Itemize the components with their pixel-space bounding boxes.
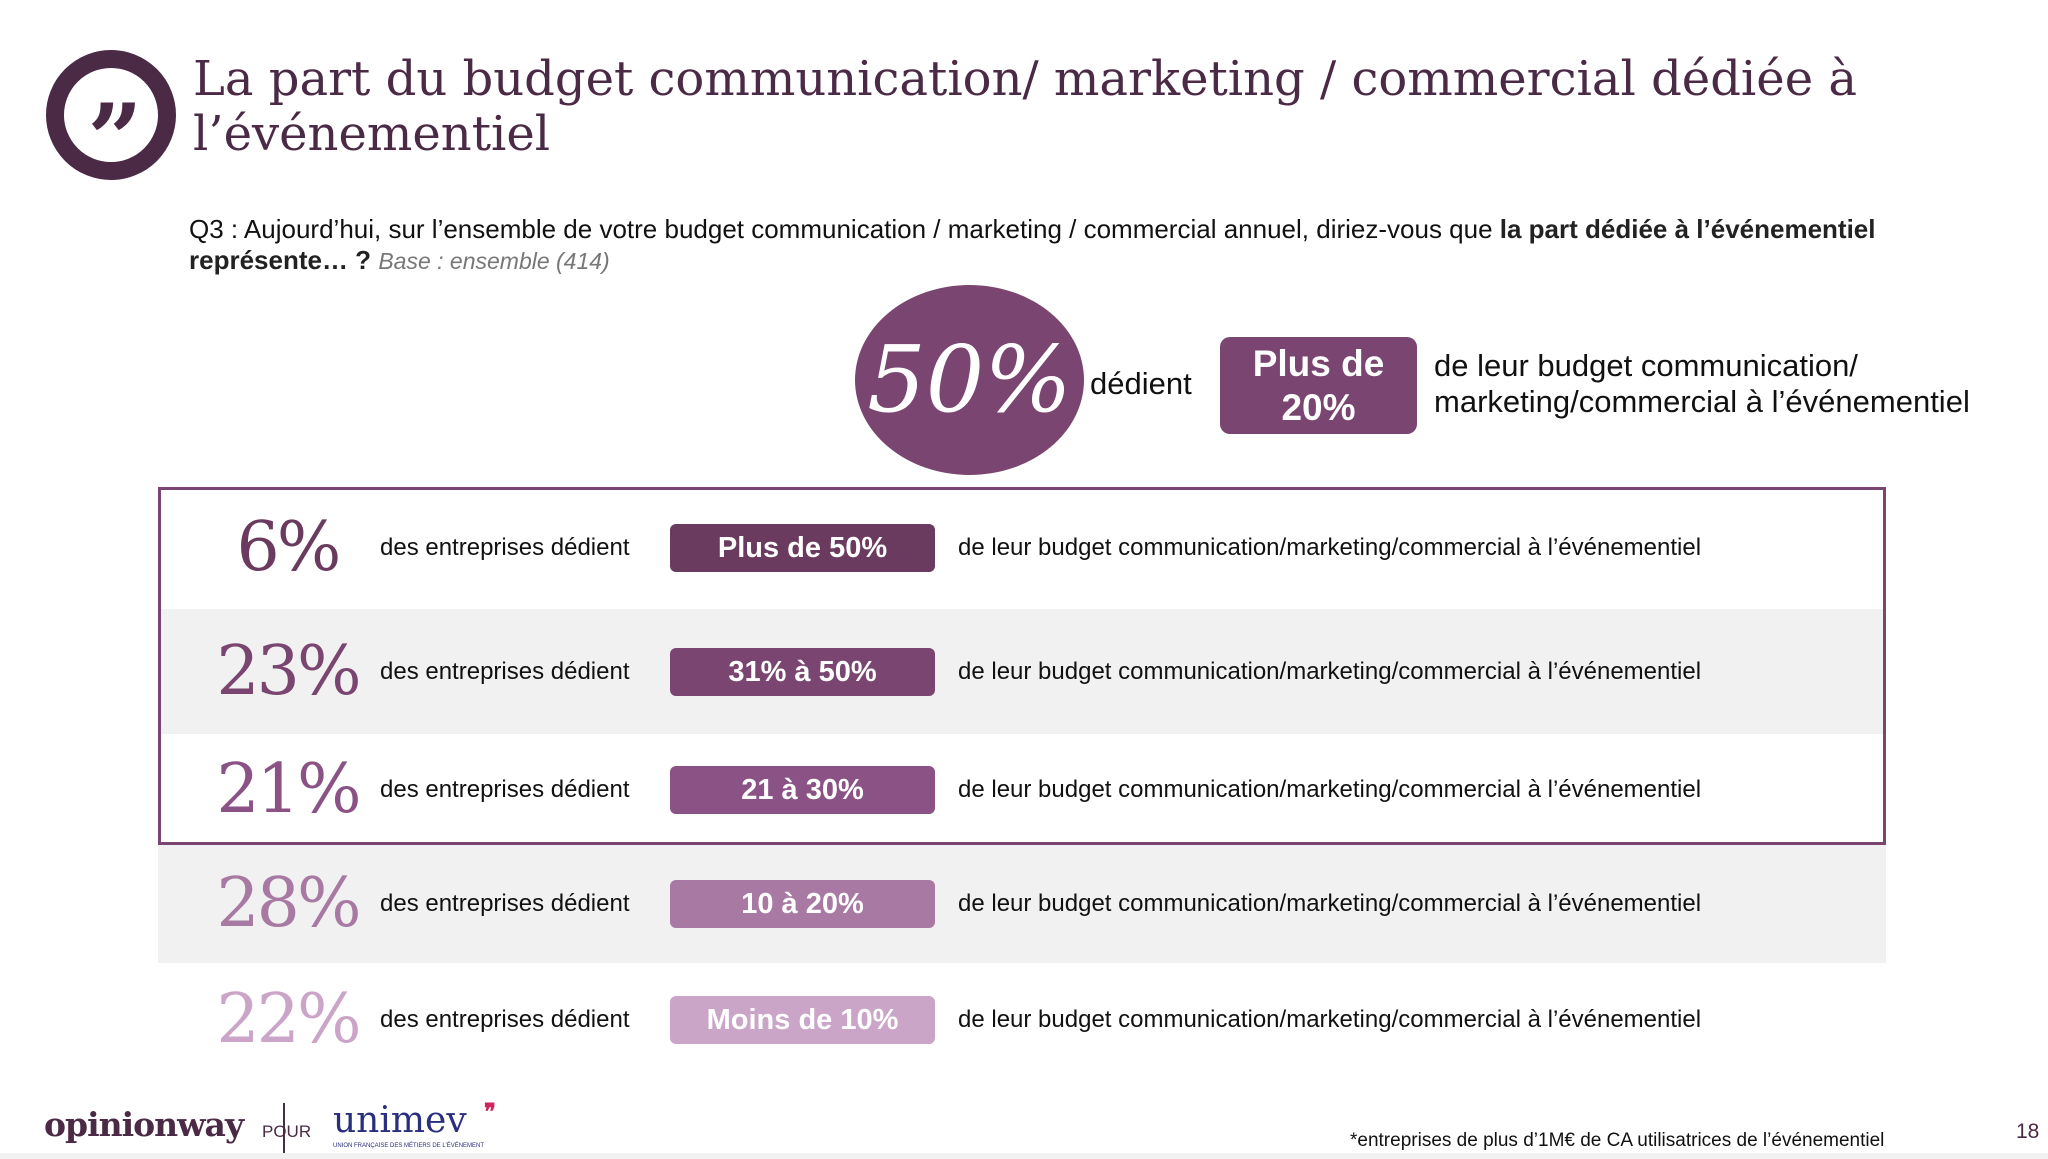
row-value: 6%: [236, 508, 342, 587]
highlight-verb: dédient: [1090, 366, 1192, 401]
row-badge: 10 à 20%: [670, 880, 935, 928]
row-rest: de leur budget communication/marketing/c…: [958, 534, 1702, 561]
row-desc: des entreprises dédient: [380, 890, 630, 917]
row-desc: des entreprises dédient: [380, 1006, 630, 1033]
highlight-badge: Plus de 20%: [1220, 337, 1417, 434]
row-badge: Plus de 50%: [670, 524, 935, 572]
highlight-text: de leur budget communication/marketing/c…: [1434, 348, 1970, 420]
quote-icon: ”: [46, 50, 176, 188]
unimev-quote-icon: ❞: [484, 1099, 496, 1124]
footnote: *entreprises de plus d’1M€ de CA utilisa…: [1350, 1130, 1885, 1151]
row-value: 22%: [216, 980, 361, 1059]
unimev-tagline: UNION FRANÇAISE DES MÉTIERS DE L’ÉVÉNEME…: [333, 1143, 485, 1149]
bottom-strip: [0, 1153, 2048, 1159]
row-badge: 21 à 30%: [670, 765, 935, 814]
row-value: 28%: [216, 864, 361, 943]
row-value: 21%: [216, 749, 361, 829]
highlight-value: 50%: [855, 285, 1084, 475]
row-rest: de leur budget communication/marketing/c…: [958, 890, 1702, 917]
pour-label: POUR: [262, 1122, 312, 1141]
text-line2: marketing/commercial à l’événementiel: [1434, 384, 1970, 419]
badge-line1: Plus de: [1252, 343, 1385, 384]
opinionway-logo: opinionway: [44, 1105, 244, 1144]
question-text: Q3 : Aujourd’hui, sur l’ensemble de votr…: [189, 214, 1889, 277]
table-row: 28% des entreprises dédient 10 à 20% de …: [158, 845, 1886, 963]
table-row: 23% des entreprises dédient 31% à 50% de…: [158, 609, 1886, 734]
badge-line2: 20%: [1281, 387, 1356, 428]
row-rest: de leur budget communication/marketing/c…: [958, 775, 1702, 803]
row-badge: Moins de 10%: [670, 996, 935, 1044]
question-base: Base : ensemble (414): [378, 248, 610, 274]
table-row: 6% des entreprises dédient Plus de 50% d…: [158, 487, 1886, 609]
table-row: 22% des entreprises dédient Moins de 10%…: [158, 963, 1886, 1077]
row-value: 23%: [216, 631, 361, 711]
logo-separator: [283, 1103, 285, 1155]
text-line1: de leur budget communication/: [1434, 348, 1858, 383]
table-row: 21% des entreprises dédient 21 à 30% de …: [158, 734, 1886, 845]
page-number: 18: [2016, 1120, 2040, 1143]
page-title: La part du budget communication/ marketi…: [193, 51, 1857, 162]
question-prefix: Q3 : Aujourd’hui, sur l’ensemble de votr…: [189, 214, 1500, 244]
row-badge: 31% à 50%: [670, 647, 935, 696]
unimev-logo: unimev: [333, 1100, 467, 1141]
row-desc: des entreprises dédient: [380, 534, 630, 561]
row-desc: des entreprises dédient: [380, 657, 630, 685]
row-rest: de leur budget communication/marketing/c…: [958, 1006, 1702, 1033]
row-rest: de leur budget communication/marketing/c…: [958, 657, 1702, 685]
row-desc: des entreprises dédient: [380, 775, 630, 803]
question-bold: la part dédiée à l’événementiel représen…: [189, 214, 1876, 275]
